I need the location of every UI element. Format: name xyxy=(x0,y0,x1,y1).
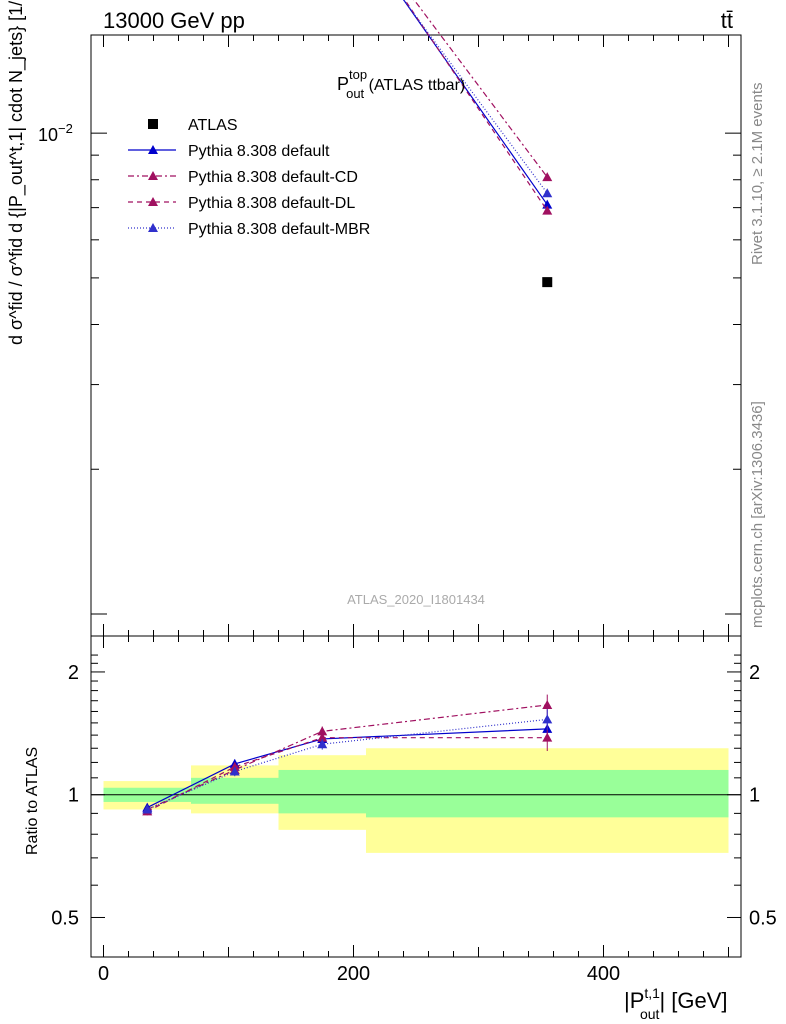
ratio-y-tick-label: 2 xyxy=(749,662,760,684)
ratio-frame xyxy=(90,635,742,958)
ratio-point xyxy=(229,766,240,776)
ratio-series-group xyxy=(142,694,553,816)
ratio-y-axis-label: Ratio to ATLAS xyxy=(24,747,41,855)
ratio-line xyxy=(146,728,548,809)
data-point xyxy=(542,205,553,215)
legend-marker xyxy=(148,223,158,232)
data-point xyxy=(542,188,553,198)
plot-title: Ptop out (ATLAS ttbar) xyxy=(337,67,465,101)
inner-uncertainty-band xyxy=(191,777,279,804)
plot-title-sup: top xyxy=(349,67,367,82)
ratio-line xyxy=(146,737,548,812)
x-tick-label: 200 xyxy=(337,963,370,985)
ratio-point xyxy=(317,739,328,749)
legend: ATLAS Pythia 8.308 default Pythia 8.308 de… xyxy=(128,117,370,238)
x-axis-label: |Pt,1 out| [GeV] xyxy=(624,985,728,1022)
ratio-panel: 0.5 0.5 1 1 2 2 0 200 400 Ratio to ATLAS |Pt,1 ou… xyxy=(24,635,777,1022)
ratio-line xyxy=(147,704,548,811)
series-line xyxy=(403,0,548,194)
inner-uncertainty-band xyxy=(278,769,366,814)
legend-marker xyxy=(148,145,158,154)
ratio-y-tick-label: 1 xyxy=(749,785,760,807)
mcplots-label: mcplots.cern.ch [arXiv:1306.3436] xyxy=(749,401,766,628)
ratio-y-tick-label: 2 xyxy=(68,662,79,684)
ratio-uncertainty-bands xyxy=(103,748,729,853)
ratio-point xyxy=(229,761,240,771)
y-tick-label: 10−2 xyxy=(38,121,73,145)
ratio-point xyxy=(142,804,153,814)
analysis-watermark: ATLAS_2020_I1801434 xyxy=(347,592,485,607)
ratio-y-tick-label: 0.5 xyxy=(749,907,777,929)
legend-marker xyxy=(148,119,158,129)
main-y-axis-label: d σ^fid / σ^fid d {|P_out^t,1| cdot N_je… xyxy=(6,0,27,345)
plot-title-sub: out xyxy=(346,86,364,101)
legend-entry: Pythia 8.308 default xyxy=(188,143,330,160)
legend-entry: ATLAS xyxy=(188,117,238,134)
main-panel: Ptop out (ATLAS ttbar) 10−2 d σ^fid / σ^f… xyxy=(6,0,742,637)
plot-title-rest: (ATLAS ttbar) xyxy=(364,77,465,94)
x-tick-label: 400 xyxy=(587,963,620,985)
data-point xyxy=(542,172,553,182)
legend-marker xyxy=(148,197,158,206)
ratio-point xyxy=(542,732,553,742)
rivet-label: Rivet 3.1.10, ≥ 2.1M events xyxy=(749,83,766,266)
legend-entry: Pythia 8.308 default-CD xyxy=(188,169,358,186)
ratio-line xyxy=(147,718,548,811)
main-axis-ticks xyxy=(91,35,741,637)
plot-title-main: P xyxy=(337,74,349,94)
final-state-label: tt̄ xyxy=(721,8,733,33)
main-series-group xyxy=(402,0,553,288)
x-tick-label: 0 xyxy=(98,963,109,985)
series-line xyxy=(413,0,548,178)
series-line xyxy=(402,0,548,206)
data-point-atlas xyxy=(542,277,553,288)
ratio-point xyxy=(542,699,553,709)
ratio-point xyxy=(542,714,553,724)
ratio-y-tick-label: 0.5 xyxy=(51,907,79,929)
process-label: 13000 GeV pp xyxy=(103,8,245,33)
ratio-point xyxy=(317,732,328,742)
legend-marker xyxy=(148,171,158,180)
legend-entry: Pythia 8.308 default-MBR xyxy=(188,221,370,238)
legend-entry: Pythia 8.308 default-DL xyxy=(188,195,355,212)
ratio-point xyxy=(317,726,328,736)
ratio-axis-ticks: 0.5 0.5 1 1 2 2 0 200 400 xyxy=(51,636,777,985)
ratio-y-tick-label: 1 xyxy=(68,785,79,807)
inner-uncertainty-band xyxy=(366,769,729,818)
